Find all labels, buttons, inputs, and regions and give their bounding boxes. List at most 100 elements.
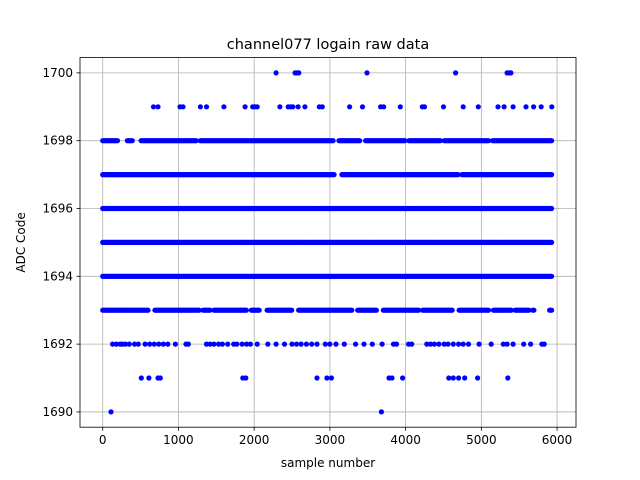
data-point [531, 104, 537, 110]
data-point [254, 104, 260, 110]
data-point [289, 307, 295, 313]
data-point [151, 341, 157, 347]
data-point [156, 341, 162, 347]
data-point [145, 307, 151, 313]
data-point [421, 104, 428, 110]
data-point [510, 341, 516, 347]
data-point [400, 375, 406, 381]
data-point [424, 341, 430, 347]
data-point [155, 104, 161, 110]
data-point [150, 104, 157, 110]
data-point [453, 70, 459, 76]
data-point [322, 341, 328, 347]
data-point [331, 172, 337, 178]
data-point [450, 341, 456, 347]
data-point [488, 341, 494, 347]
data-point [549, 205, 555, 212]
x-tick-label: 3000 [315, 433, 346, 447]
data-point [409, 341, 415, 347]
data-point [265, 341, 271, 347]
data-point [456, 375, 462, 381]
data-point [441, 341, 447, 347]
data-point [437, 138, 443, 144]
data-point [108, 409, 114, 415]
data-point [234, 341, 240, 347]
data-point [465, 341, 472, 347]
data-point [157, 375, 163, 381]
data-point [508, 70, 514, 76]
data-point [369, 341, 375, 347]
data-point [446, 375, 452, 381]
data-point [135, 341, 141, 347]
data-point [295, 104, 301, 110]
data-point [549, 307, 555, 313]
data-point [146, 375, 152, 381]
data-point [239, 341, 245, 347]
y-tick-label: 1694 [42, 269, 73, 283]
data-point [475, 104, 481, 110]
data-point [203, 104, 210, 110]
data-point [538, 104, 544, 110]
data-point [211, 341, 217, 347]
data-point [203, 341, 210, 347]
data-point [207, 307, 213, 313]
data-point [254, 341, 260, 347]
data-point [504, 341, 510, 347]
data-point [314, 341, 320, 347]
y-tick-label: 1690 [42, 405, 73, 419]
data-point [273, 70, 279, 76]
data-point [359, 104, 366, 110]
x-tick-label: 0 [99, 433, 107, 447]
data-point [460, 341, 466, 347]
data-point [207, 341, 213, 347]
data-point [193, 138, 199, 144]
data-point [180, 104, 186, 110]
data-point [341, 341, 347, 347]
data-point [455, 172, 461, 178]
data-point [416, 307, 422, 313]
data-point [378, 409, 384, 415]
data-point [243, 375, 249, 381]
data-point [456, 341, 462, 347]
data-point [460, 104, 466, 110]
data-point [138, 375, 144, 381]
data-point [290, 104, 296, 110]
data-point [549, 239, 555, 245]
data-point [319, 104, 325, 110]
data-point [165, 341, 171, 347]
data-point [122, 341, 128, 347]
data-point [219, 341, 225, 347]
data-point [486, 307, 492, 313]
data-point [242, 104, 248, 110]
data-point [225, 341, 231, 347]
data-point [353, 341, 359, 347]
data-point [500, 341, 506, 347]
y-axis-ticks: 1690 1692 1694 1696 1698 1700 [42, 66, 80, 419]
data-point [216, 341, 222, 347]
y-tick-label: 1700 [42, 66, 73, 80]
data-point [449, 307, 455, 313]
data-point [528, 341, 534, 347]
x-tick-label: 1000 [163, 433, 194, 447]
data-point [244, 341, 250, 347]
data-point [549, 172, 555, 178]
data-point [302, 104, 308, 110]
data-point [440, 104, 447, 110]
x-tick-label: 5000 [466, 433, 497, 447]
data-point [185, 341, 191, 347]
data-point [549, 138, 555, 144]
data-point [303, 341, 309, 347]
plot-frame [79, 57, 577, 428]
data-point [289, 341, 295, 347]
data-point [549, 273, 555, 279]
y-tick-label: 1696 [42, 201, 73, 215]
x-axis-ticks: 0 1000 2000 3000 4000 5000 6000 [99, 427, 572, 447]
data-point [381, 104, 387, 110]
data-point [402, 138, 408, 144]
y-axis-label: ADC Code [14, 212, 28, 272]
data-point [221, 104, 227, 110]
data-point [523, 104, 529, 110]
data-point [450, 375, 456, 381]
data-point [298, 341, 304, 347]
data-point [243, 307, 249, 313]
